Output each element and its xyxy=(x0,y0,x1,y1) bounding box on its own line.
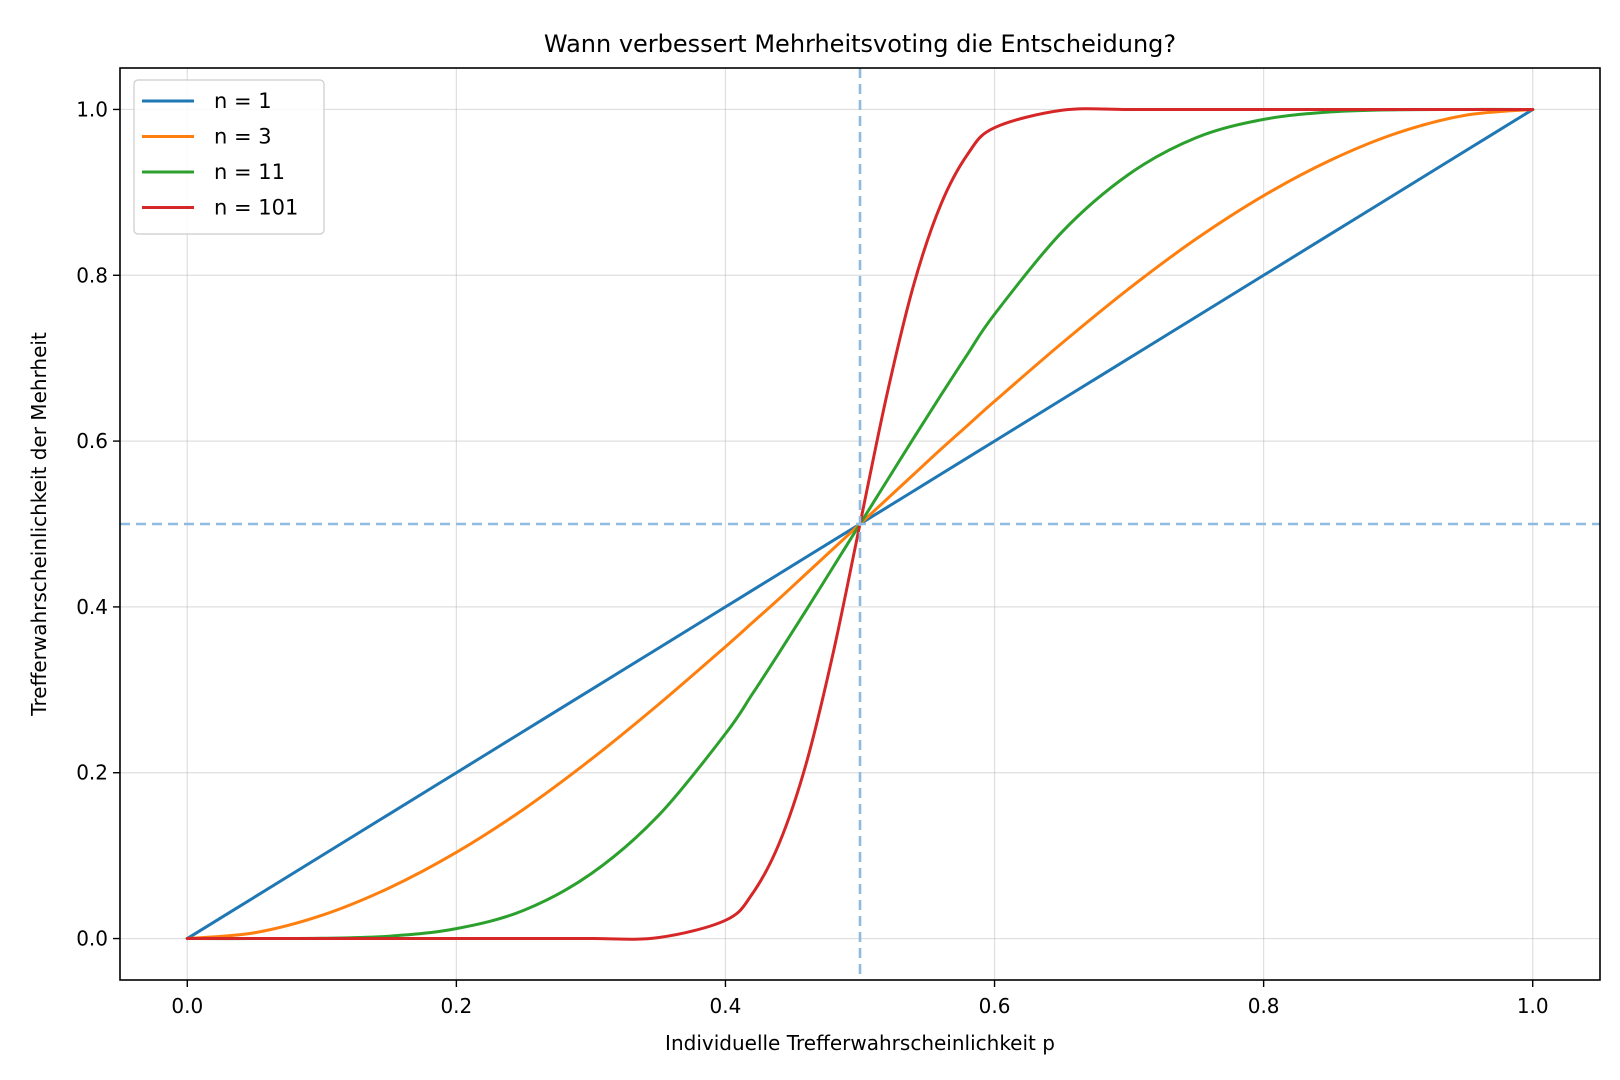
y-tick-label: 0.2 xyxy=(76,761,108,785)
x-tick-label: 0.2 xyxy=(440,994,472,1018)
legend-box xyxy=(133,79,325,235)
legend: n = 1 n = 3 n = 11 n = 101 xyxy=(133,79,325,235)
x-tick-label: 0.6 xyxy=(979,994,1011,1018)
plot-frame xyxy=(119,67,1601,981)
legend-label: n = 11 xyxy=(214,160,285,184)
y-tick-label: 0.4 xyxy=(76,595,108,619)
reference-lines xyxy=(120,68,1600,980)
y-tick-label: 0.0 xyxy=(76,927,108,951)
legend-label: n = 1 xyxy=(214,89,272,113)
x-tick-label: 0.8 xyxy=(1248,994,1280,1018)
x-tick-label: 0.0 xyxy=(171,994,203,1018)
y-tick-label: 1.0 xyxy=(76,97,108,121)
x-axis-label: Individuelle Trefferwahrscheinlichkeit p xyxy=(665,1031,1055,1055)
x-tick-label: 1.0 xyxy=(1517,994,1549,1018)
legend-label: n = 101 xyxy=(214,196,298,220)
y-axis-label: Trefferwahrscheinlichkeit der Mehrheit xyxy=(27,332,51,717)
axis-ticks: 0.0 0.2 0.4 0.6 0.8 1.0 0.0 0.2 0.4 0.6 0.8 1.0 xyxy=(76,97,1548,1018)
y-tick-label: 0.8 xyxy=(76,263,108,287)
x-tick-label: 0.4 xyxy=(710,994,742,1018)
y-tick-label: 0.6 xyxy=(76,429,108,453)
legend-label: n = 3 xyxy=(214,125,272,149)
chart-title: Wann verbessert Mehrheitsvoting die Ents… xyxy=(544,30,1176,58)
